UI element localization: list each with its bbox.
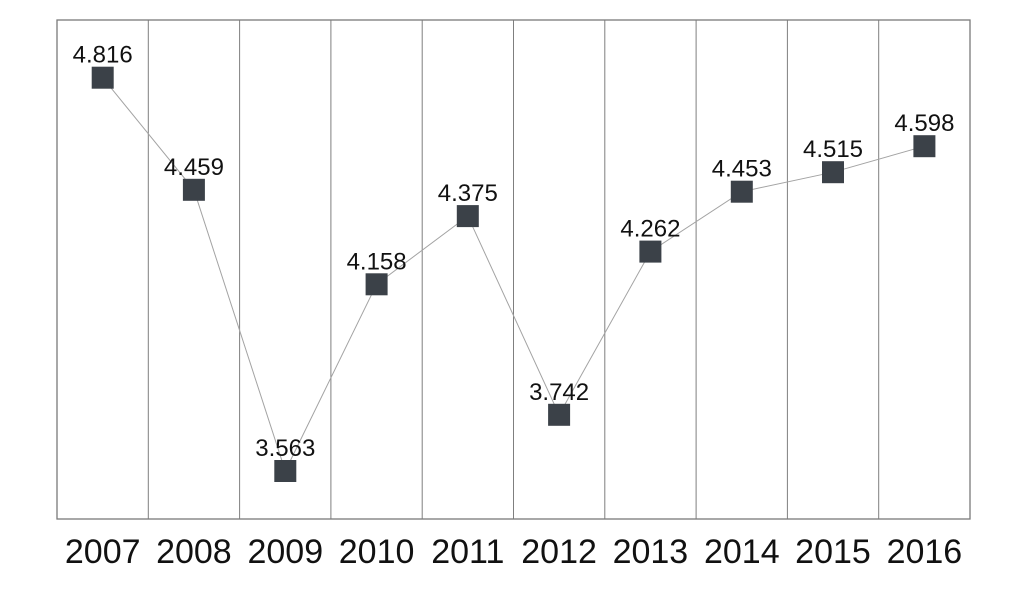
x-axis-label: 2016 (887, 533, 963, 571)
data-point-marker (913, 135, 936, 158)
data-point-label: 4.598 (894, 110, 954, 137)
data-point-marker (730, 180, 753, 203)
data-point-marker (456, 205, 479, 228)
data-point-label: 3.563 (255, 435, 315, 462)
x-axis-label: 2012 (521, 533, 597, 571)
data-point-label: 4.158 (347, 248, 407, 275)
data-point-label: 4.375 (438, 180, 498, 207)
data-point-label: 3.742 (529, 379, 589, 406)
plot-frame (56, 19, 971, 520)
x-axis-label: 2011 (431, 533, 504, 571)
data-point-marker (182, 178, 205, 201)
x-axis-label: 2009 (247, 533, 323, 571)
data-point-label: 4.515 (803, 136, 863, 163)
x-axis-label: 2015 (795, 533, 871, 571)
data-point-marker (822, 161, 844, 184)
x-axis-label: 2013 (613, 533, 689, 571)
x-axis-label: 2010 (339, 533, 415, 571)
x-axis-label: 2008 (156, 533, 232, 571)
data-point-label: 4.453 (712, 156, 772, 183)
data-point-label: 4.816 (73, 42, 133, 69)
data-point-label: 4.262 (620, 216, 680, 243)
series-line (102, 77, 925, 473)
x-axis-label: 2014 (704, 533, 780, 571)
data-point-marker (639, 240, 662, 263)
data-point-marker (548, 403, 571, 426)
data-point-label: 4.459 (164, 154, 224, 181)
data-point-marker (274, 460, 297, 482)
x-axis-label: 2007 (65, 533, 141, 571)
data-point-marker (365, 273, 388, 296)
data-point-marker (91, 66, 114, 89)
